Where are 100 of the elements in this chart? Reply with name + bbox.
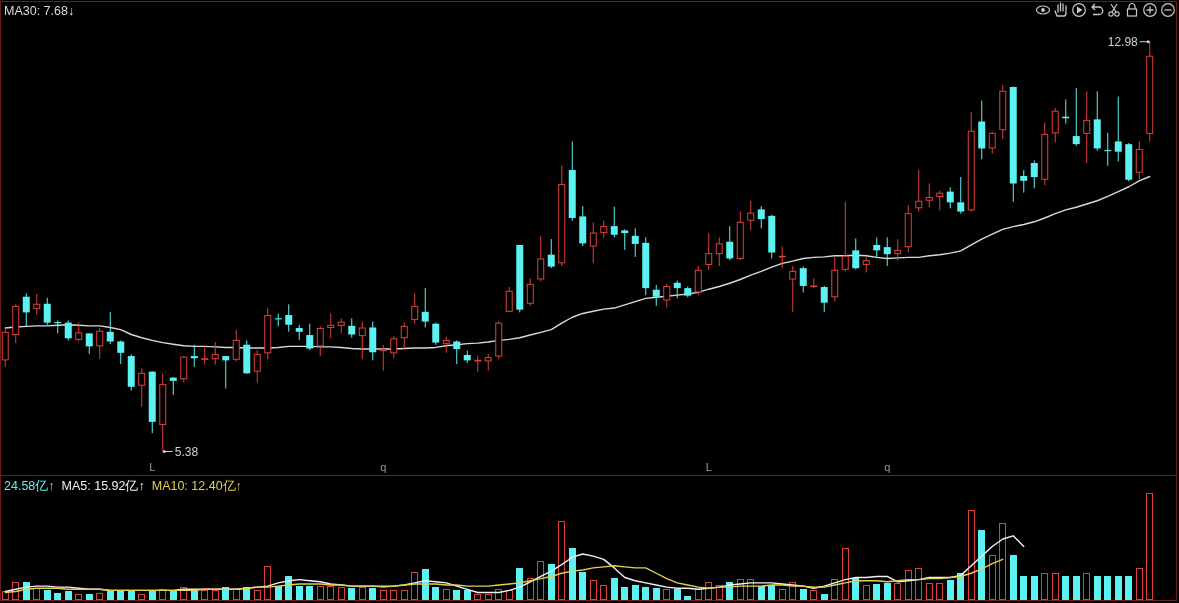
candlestick [316,325,324,357]
candlestick [64,319,72,341]
candlestick [106,311,114,345]
bar [359,587,366,600]
bar [474,594,481,600]
candlestick [841,201,849,272]
bar [443,589,450,600]
bar [453,590,460,600]
candlestick [421,287,429,328]
candlestick [306,323,314,351]
candlestick [1072,87,1080,147]
candlestick [778,246,786,269]
bar [821,594,828,600]
candlestick [327,312,335,339]
bar [800,589,807,600]
bar [999,523,1006,600]
candlestick [211,341,219,366]
text: 24.58亿↑ [4,479,55,493]
bar [1115,576,1122,600]
candlestick [936,190,944,211]
bar [779,589,786,600]
candlestick [253,349,261,383]
bar [611,578,618,600]
x-tick-label: q [884,461,891,473]
bar [86,594,93,600]
candlestick [358,321,366,360]
bar [138,594,145,600]
candlestick [663,283,671,309]
bar [264,566,271,600]
candlestick [22,293,30,327]
bar [842,548,849,600]
bar [1062,576,1069,600]
bar [1083,573,1090,600]
bar [369,588,376,600]
candlestick [232,329,240,362]
candlestick [1030,159,1038,189]
candlestick [400,322,408,351]
bar [1094,576,1101,600]
x-tick-label: L [705,461,712,473]
candlestick [915,169,923,213]
bar [401,590,408,600]
bar [695,589,702,600]
candlestick [33,293,41,316]
bar [1125,576,1132,600]
candlestick [85,332,93,355]
bar [1010,555,1017,600]
bar [621,587,628,600]
bar [653,588,660,600]
bar [915,568,922,600]
bar [65,591,72,600]
candlestick [873,236,881,258]
candlestick [652,284,660,307]
candlestick [705,232,713,271]
bar [978,530,985,600]
bar [464,590,471,600]
candlestick [631,227,639,258]
bar [306,586,313,600]
candlestick [390,335,398,359]
candlestick [883,236,891,267]
bar [44,590,51,600]
candlestick [505,286,513,313]
bar [884,583,891,600]
bar [380,590,387,600]
candlestick [190,344,198,368]
bar [275,586,282,600]
candlestick [348,317,356,339]
candlestick [117,339,125,365]
bar [1073,576,1080,600]
candlestick [96,327,104,360]
bar [317,586,324,600]
candlestick [820,285,828,313]
bar [968,510,975,600]
bar [905,570,912,600]
candlestick [1114,96,1122,162]
bar [233,589,240,600]
candlestick [715,236,723,267]
candlestick [757,205,765,229]
bar [170,590,177,600]
candlestick [138,367,146,408]
bar [212,590,219,600]
candlestick [789,265,797,313]
bar [348,588,355,600]
annotation: 12.98 [1107,34,1139,49]
bar [989,555,996,600]
bar [1031,576,1038,600]
x-tick-label: q [380,461,387,473]
candlestick [726,225,734,261]
bar [768,585,775,600]
bar [128,591,135,600]
bar [1020,576,1027,600]
candlestick [43,297,51,326]
candlestick [694,265,702,296]
text: MA10: 12.40亿↑ [151,479,242,493]
candlestick [894,238,902,262]
candlestick [621,228,629,251]
candlestick [201,345,209,366]
candlestick [75,322,83,342]
candlestick [852,238,860,270]
candlestick [411,293,419,325]
candlestick [1135,140,1143,181]
